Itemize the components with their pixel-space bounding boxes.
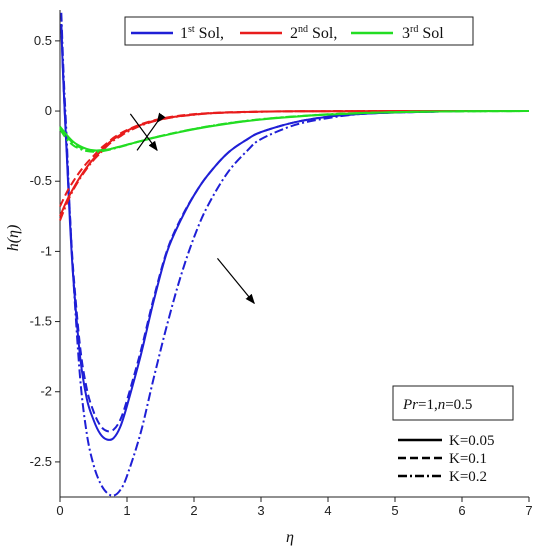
series-1st-sol-k-0-2 — [60, 12, 529, 497]
x-tick-label: 3 — [257, 503, 264, 518]
legend-label-3rd: 3rd Sol — [402, 24, 444, 42]
y-tick-label: -2 — [40, 384, 52, 399]
trend-arrow-3 — [216, 258, 255, 305]
y-tick-label: -2.5 — [30, 454, 52, 469]
trend-arrow-2 — [136, 112, 166, 151]
parameter-box: Pr=1,n=0.5 — [392, 385, 514, 421]
series-1st-sol-k-0-05 — [60, 26, 529, 441]
legend-label-1st: 1st Sol, — [180, 24, 224, 42]
solution-legend: 1st Sol, 2nd Sol, 3rd Sol — [124, 16, 474, 46]
y-tick-label: 0 — [45, 103, 52, 118]
series-3rd-sol-k-0-2 — [59, 110, 530, 153]
series-2nd-sol-k-0-1 — [59, 110, 529, 207]
y-tick-label: -1.5 — [30, 314, 52, 329]
axes-frame — [59, 10, 529, 498]
series-1st-sol-k-0-1 — [60, 23, 529, 433]
parameter-text: Pr=1,n=0.5 — [402, 397, 472, 413]
x-axis-label: η — [286, 529, 294, 546]
y-tick-label: 0.5 — [34, 33, 52, 48]
legend-label-2nd: 2nd Sol, — [290, 24, 337, 42]
solution-legend-box — [124, 16, 474, 46]
legend-k-0-05: K=0.05 — [449, 433, 495, 449]
x-tick-label: 6 — [458, 503, 465, 518]
arrows — [129, 112, 255, 305]
trend-arrow-1 — [129, 113, 158, 152]
x-tick-label: 2 — [190, 503, 197, 518]
y-axis-label: h(η) — [5, 225, 22, 252]
series-layer — [59, 12, 530, 497]
x-tick-label: 4 — [324, 503, 331, 518]
x-tick-label: 1 — [123, 503, 130, 518]
legend-k-0-2: K=0.2 — [449, 469, 487, 485]
x-tick-label: 5 — [391, 503, 398, 518]
x-tick-label: 0 — [56, 503, 63, 518]
parameter-box-frame — [392, 385, 514, 421]
legend-k-0-1: K=0.1 — [449, 451, 487, 467]
series-2nd-sol-k-0-2 — [59, 110, 529, 221]
series-3rd-sol-k-0-1 — [59, 110, 530, 152]
line-style-legend: K=0.05 K=0.1 K=0.2 — [398, 433, 495, 485]
x-tick-label: 7 — [525, 503, 532, 518]
series-2nd-sol-k-0-05 — [59, 110, 529, 217]
y-tick-label: -0.5 — [30, 173, 52, 188]
ticks: 0 1 2 3 4 5 6 7 0.5 0 -0.5 -1 -1.5 -2 -2.5 — [30, 33, 533, 518]
y-tick-label: -1 — [40, 243, 52, 258]
